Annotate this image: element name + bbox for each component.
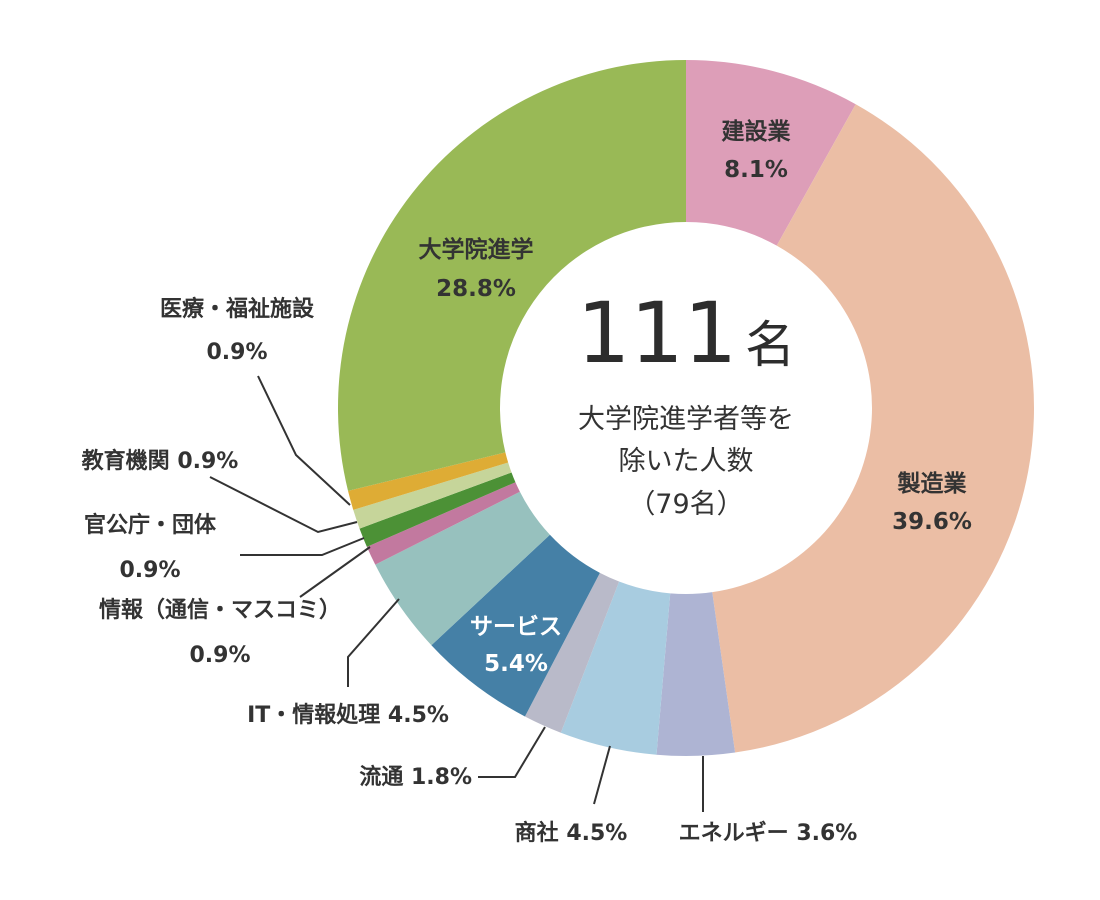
slice-7 [366, 482, 520, 565]
center-total-unit: 名 [745, 316, 795, 374]
leader-line-it [347, 598, 400, 687]
label-medical-pct: 0.9% [206, 340, 267, 365]
slice-10 [348, 452, 509, 510]
leader-line-media [299, 546, 371, 598]
leader-line-medical [257, 375, 351, 506]
label-energy: エネルギー 3.6% [679, 821, 858, 846]
slice-6 [375, 491, 550, 646]
slice-8 [359, 472, 516, 547]
label-grad-name: 大学院進学 [419, 236, 534, 263]
label-trading: 商社 4.5% [515, 820, 628, 846]
slice-1 [712, 104, 1034, 753]
label-education: 教育機関 0.9% [82, 448, 239, 474]
center-total-number: 111 [577, 284, 737, 382]
label-gov-pct: 0.9% [119, 558, 180, 583]
slice-2 [656, 592, 736, 756]
leader-line-gov [240, 537, 365, 556]
leader-lines [209, 375, 704, 812]
slice-9 [353, 462, 512, 529]
slice-11 [338, 60, 686, 491]
label-construction-pct: 8.1% [724, 157, 788, 183]
label-medical-name: 医療・福祉施設 [160, 296, 315, 322]
label-media-name: 情報（通信・マスコミ） [99, 597, 341, 623]
label-grad-pct: 28.8% [436, 276, 516, 302]
center-total: 111 名 [577, 284, 795, 382]
leader-line-trading [593, 745, 611, 805]
label-distribution: 流通 1.8% [359, 764, 472, 790]
label-media-pct: 0.9% [189, 643, 250, 668]
leader-line-distribution [478, 726, 546, 778]
label-service-name: サービス [470, 614, 562, 640]
leader-line-education [209, 476, 358, 534]
center-note-line2: 除いた人数 [619, 446, 754, 477]
label-manufacturing-name: 製造業 [897, 470, 968, 497]
center-note-line1: 大学院進学者等を [578, 404, 794, 435]
label-manufacturing-pct: 39.6% [892, 509, 972, 535]
center-note-line3: （79名） [628, 489, 743, 520]
slice-4 [524, 572, 620, 733]
slice-3 [560, 581, 671, 755]
label-gov-name: 官公庁・団体 [84, 512, 217, 538]
slice-5 [431, 534, 600, 717]
label-construction-name: 建設業 [722, 118, 792, 145]
label-service-pct: 5.4% [484, 651, 548, 677]
label-it: IT・情報処理 4.5% [247, 702, 449, 728]
slice-0 [686, 60, 856, 246]
donut-slices [338, 60, 1034, 756]
